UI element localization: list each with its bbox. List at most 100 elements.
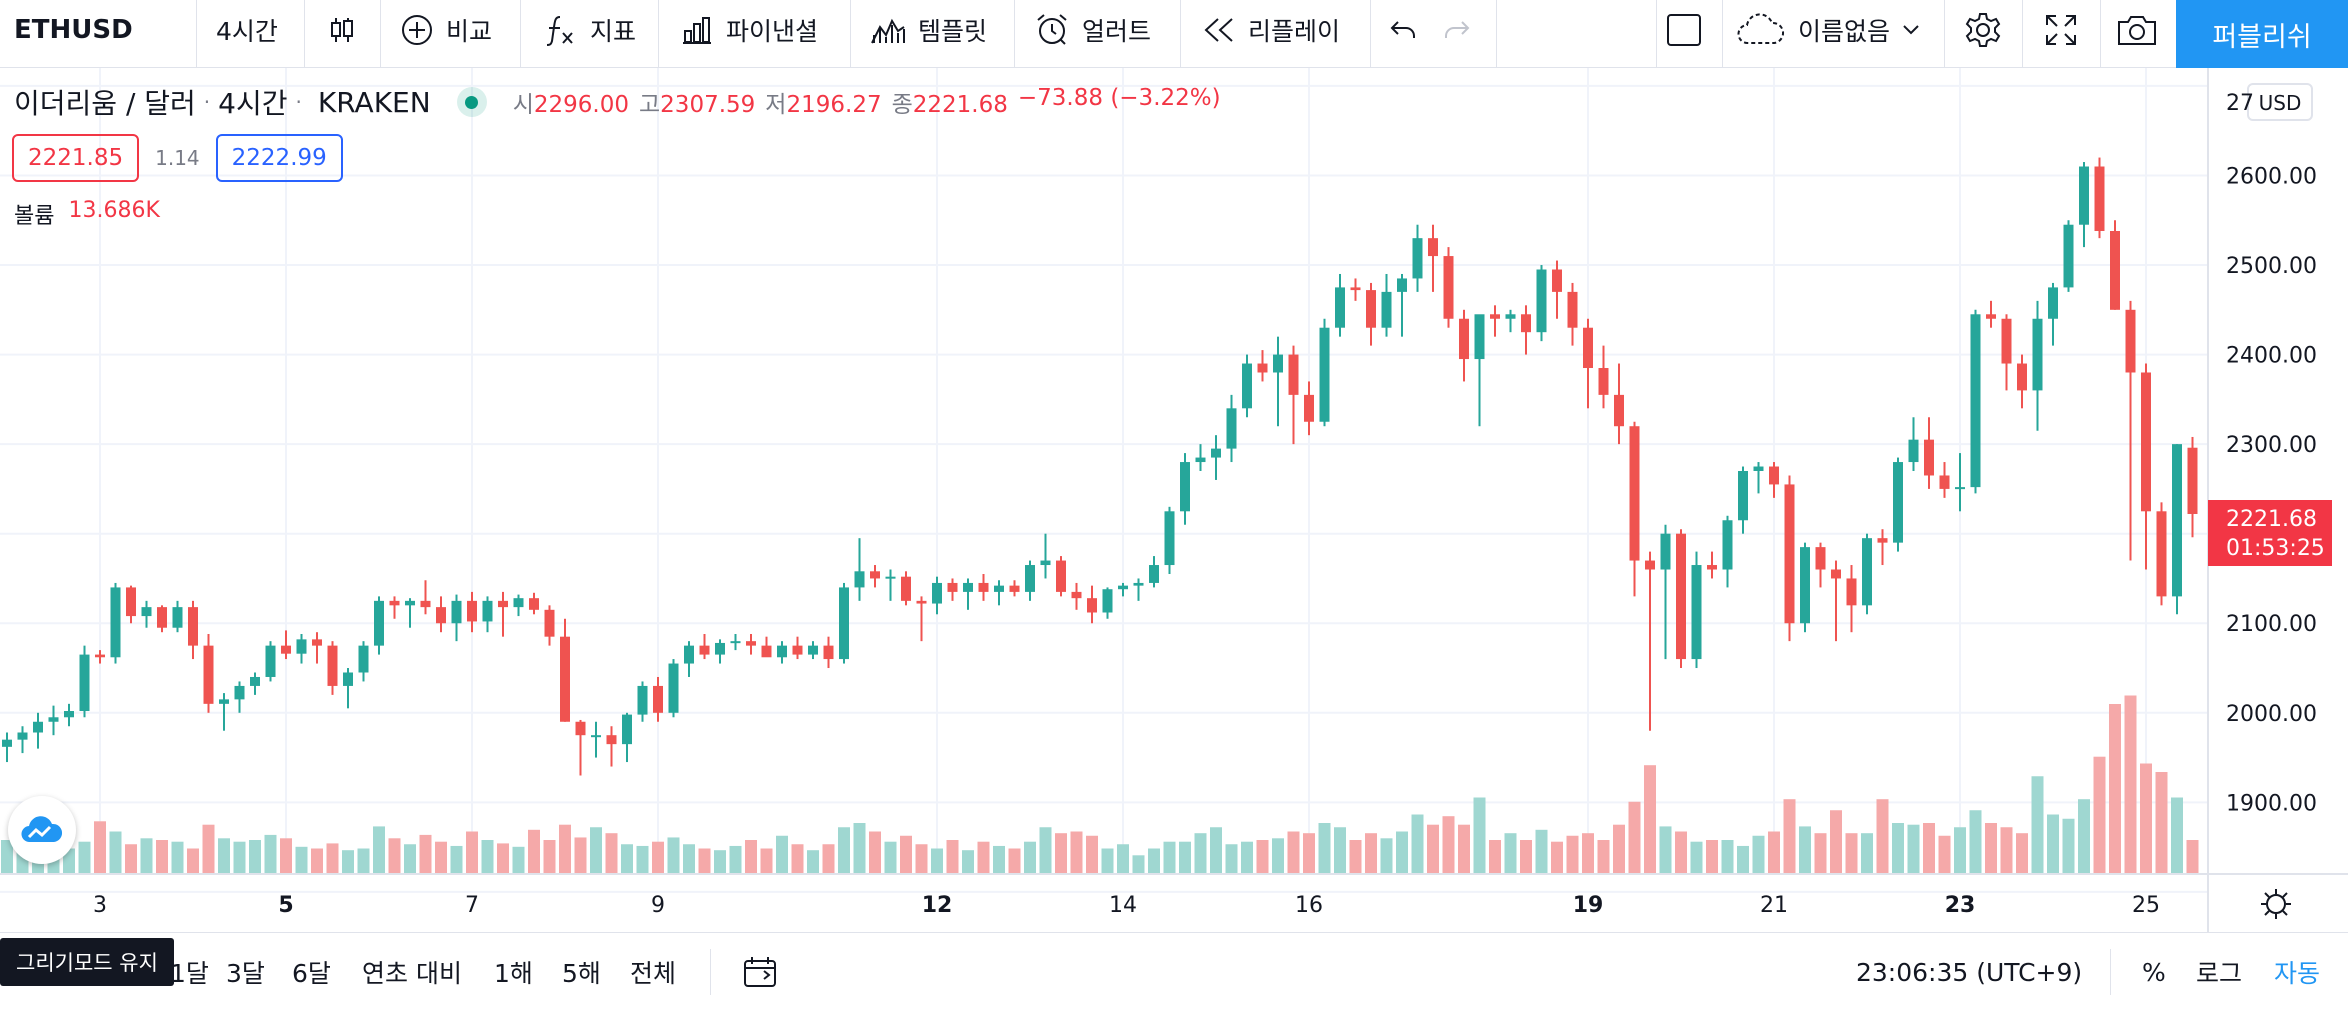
percent-scale-button[interactable]: % (2142, 933, 2166, 1010)
volume-bar (109, 831, 122, 874)
time-axis-settings-icon[interactable] (2261, 889, 2291, 919)
chart-type-button[interactable] (326, 0, 358, 60)
candle-body (467, 600, 477, 622)
financials-label: 파이낸셜 (726, 17, 819, 46)
high-label: 고 (639, 92, 661, 118)
low-value: 2196.27 (786, 92, 882, 118)
template-icon (871, 18, 905, 44)
price-tick-label: 2400.00 (2226, 344, 2317, 369)
volume-bar (946, 840, 959, 874)
percent-label: % (2142, 957, 2166, 987)
volume-bar (869, 831, 881, 874)
chevron-down-icon (1903, 25, 1919, 35)
candle-body (2094, 166, 2105, 231)
price-chart[interactable]: 1900.002000.002100.002200.002300.002400.… (0, 68, 2348, 932)
goto-date-button[interactable] (742, 933, 778, 1010)
candle-body (1691, 565, 1702, 660)
candle-body (529, 598, 539, 610)
candle-body (854, 571, 865, 588)
volume-bar (249, 840, 261, 874)
candle-body (1397, 278, 1407, 292)
candle-body (1784, 484, 1795, 624)
square-icon (1667, 14, 1701, 46)
replay-button[interactable]: 리플레이 (1202, 0, 1340, 60)
publish-button[interactable]: 퍼블리쉬 (2176, 0, 2348, 68)
candle-body (1335, 287, 1345, 328)
price-axis[interactable]: 1900.002000.002100.002200.002300.002400.… (2226, 164, 2317, 816)
financials-button[interactable]: 파이낸셜 (680, 0, 818, 60)
volume-bar (1628, 801, 1641, 874)
undo-icon (1390, 21, 1415, 38)
price-tick-label: 2600.00 (2226, 164, 2317, 189)
replay-label: 리플레이 (1248, 17, 1341, 46)
range-button[interactable]: 5해 (562, 959, 601, 988)
range-button[interactable]: 1달 (170, 959, 209, 988)
volume-bar (1101, 848, 1114, 874)
candle-body (2063, 224, 2074, 288)
layout-select-button[interactable] (1666, 0, 1702, 60)
volume-bar (1334, 827, 1346, 874)
fullscreen-button[interactable] (2044, 0, 2078, 60)
candle-body (17, 732, 28, 740)
redo-button[interactable] (1442, 0, 1472, 60)
range-button[interactable]: 1해 (494, 959, 533, 988)
alert-label: 얼러트 (1082, 17, 1152, 46)
volume-bar (683, 844, 695, 874)
time-tick-label: 25 (2132, 893, 2160, 918)
clock[interactable]: 23:06:35 (UTC+9) (1856, 933, 2082, 1010)
candle-body (1257, 363, 1268, 373)
volume-label[interactable]: 볼륨 (14, 204, 55, 229)
volume-bar (636, 845, 649, 874)
volume-bar (2078, 799, 2090, 874)
settings-button[interactable] (1964, 0, 2002, 60)
volume-bar (1504, 833, 1517, 874)
screenshot-button[interactable] (2116, 0, 2158, 60)
buy-price-button[interactable]: 2222.99 (215, 134, 343, 182)
volume-bar (1582, 833, 1594, 874)
legend-title[interactable]: 이더리움 / 달러 (14, 87, 196, 120)
redo-icon (1445, 21, 1470, 38)
alert-button[interactable]: 얼러트 (1034, 0, 1151, 60)
drawing-mode-tooltip: 그리기모드 유지 (0, 938, 174, 986)
cloud-sync-button[interactable] (8, 796, 76, 864)
volume-bar (543, 840, 556, 874)
range-button[interactable]: 3달 (226, 959, 265, 988)
undo-button[interactable] (1388, 0, 1418, 60)
range-button[interactable]: 전체 (630, 959, 677, 988)
candle-body (327, 645, 338, 686)
interval-button[interactable]: 4시간 (216, 0, 278, 60)
range-button[interactable]: 연초 대비 (362, 959, 462, 988)
candle-body (839, 587, 849, 660)
volume-bar (822, 844, 835, 874)
volume-bar (63, 848, 75, 874)
currency-button[interactable]: USD (2247, 83, 2313, 121)
market-status-dot[interactable] (456, 87, 487, 117)
candle-body (978, 582, 989, 592)
volume-bar (1954, 827, 1966, 874)
candle-body (1443, 256, 1454, 319)
log-scale-button[interactable]: 로그 (2196, 933, 2242, 1010)
volume-bar (977, 841, 990, 874)
candle-body (1924, 439, 1934, 476)
symbol-search-button[interactable]: ETHUSD (14, 0, 133, 60)
volume-bar (1303, 833, 1315, 874)
templates-button[interactable]: 템플릿 (870, 0, 987, 60)
indicators-button[interactable]: 지표 (544, 0, 636, 60)
sell-price-button[interactable]: 2221.85 (12, 134, 140, 182)
layout-name-button[interactable]: 이름없음 (1736, 0, 1920, 60)
candle-body (1133, 582, 1144, 586)
volume-bar (884, 841, 897, 874)
time-axis[interactable]: 3 5 7 9 12 14 16 19 21 23 25 (93, 893, 2160, 918)
candle-body (1381, 291, 1392, 328)
chart-legend: 이더리움 / 달러 · 4시간 · KRAKEN 시2296.00 고2307.… (14, 82, 1221, 122)
candle-body (1149, 565, 1159, 583)
range-button[interactable]: 6달 (292, 959, 331, 988)
volume-bar (621, 844, 633, 874)
volume-bar (94, 821, 106, 874)
volume-bar (2016, 833, 2028, 874)
compare-button[interactable]: 비교 (400, 0, 492, 60)
candle-body (188, 607, 198, 646)
candle-body (622, 714, 632, 745)
candle-body (1676, 533, 1686, 660)
auto-scale-button[interactable]: 자동 (2274, 933, 2320, 1010)
